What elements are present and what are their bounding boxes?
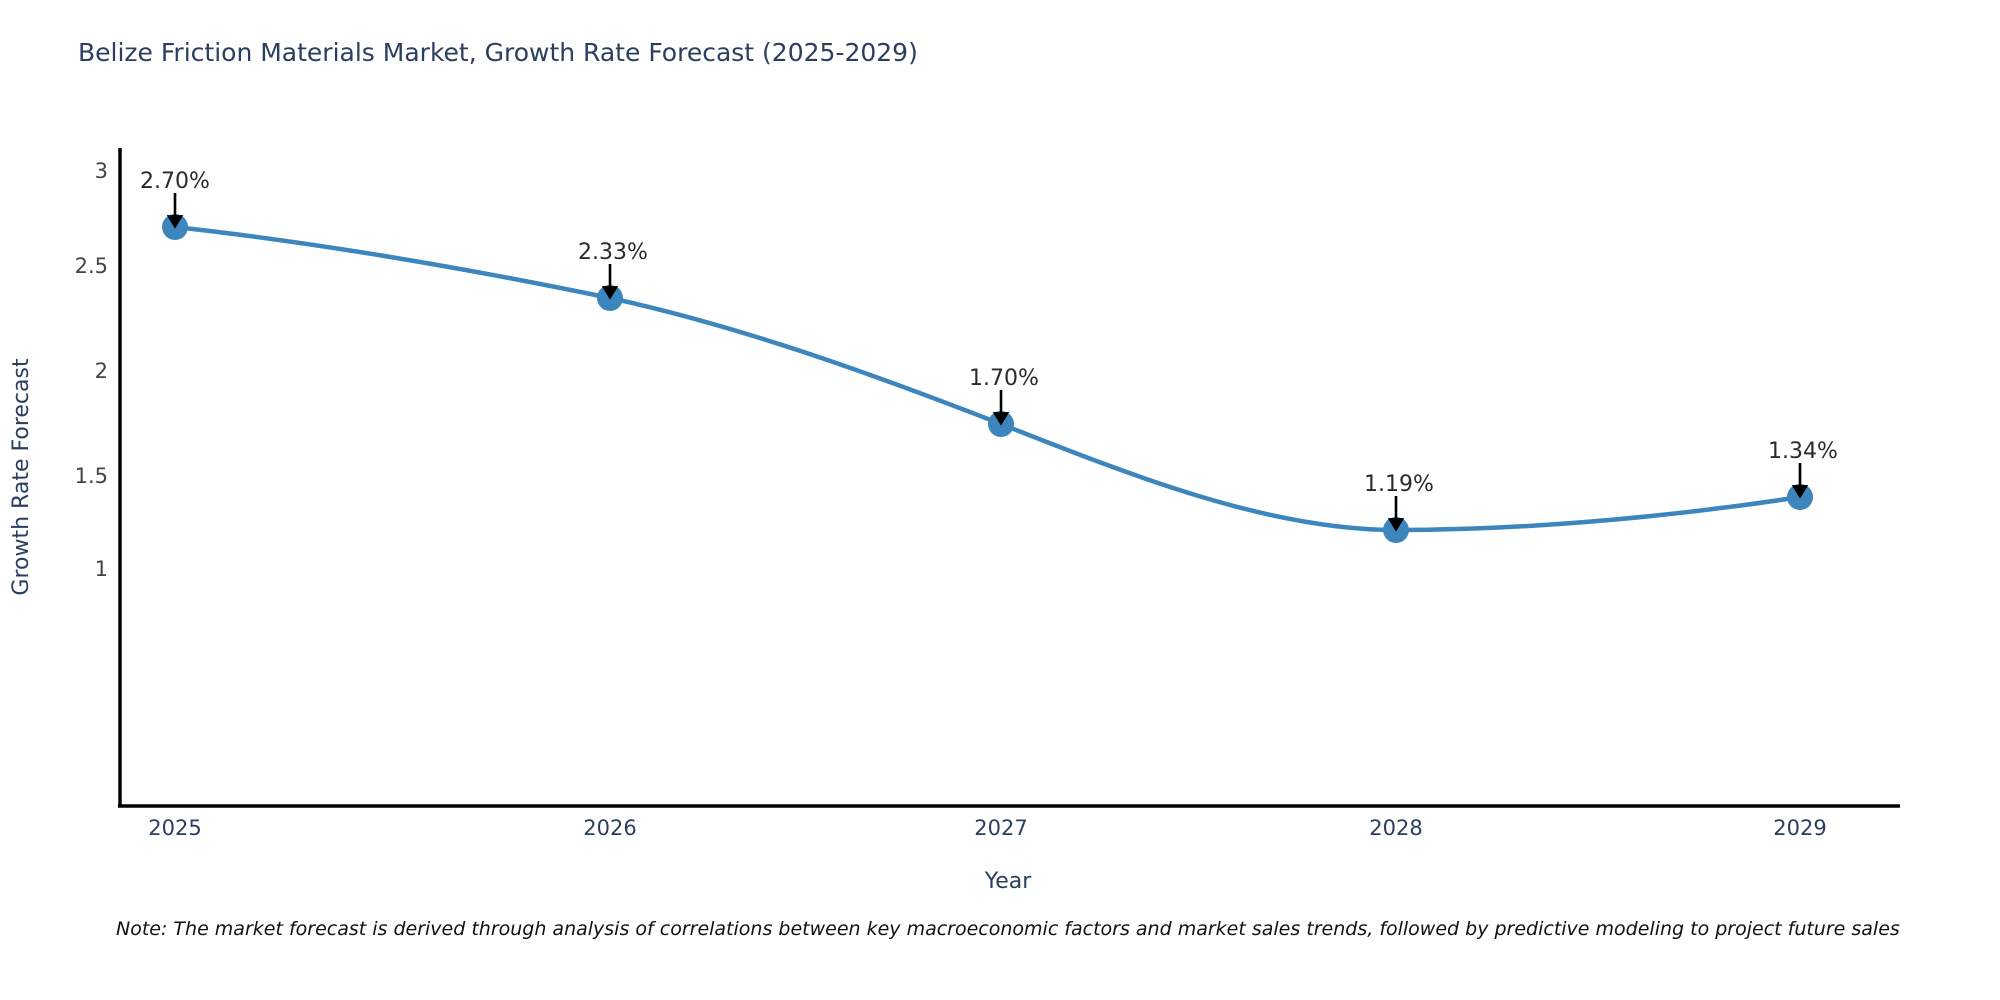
annotation-label-2028: 1.19% — [1364, 472, 1434, 497]
x-axis-tick-labels: 2025 2026 2027 2028 2029 — [148, 816, 1826, 840]
x-tick-label-2027: 2027 — [974, 816, 1027, 840]
y-tick-label-1: 1 — [95, 557, 108, 581]
y-tick-label-1p5: 1.5 — [75, 464, 108, 488]
y-tick-label-2p5: 2.5 — [75, 254, 108, 278]
annotation-value-labels: 2.70% 2.33% 1.70% 1.19% 1.34% — [140, 169, 1838, 497]
annotation-arrows — [166, 193, 1809, 532]
chart-title: Belize Friction Materials Market, Growth… — [78, 38, 918, 67]
y-axis-title: Growth Rate Forecast — [9, 358, 34, 596]
annotation-label-2027: 1.70% — [969, 366, 1039, 391]
x-axis-title: Year — [984, 869, 1033, 894]
annotation-label-2026: 2.33% — [578, 240, 648, 265]
y-tick-label-3: 3 — [95, 159, 108, 183]
x-tick-label-2025: 2025 — [148, 816, 201, 840]
x-tick-label-2029: 2029 — [1773, 816, 1826, 840]
annotation-label-2029: 1.34% — [1768, 439, 1838, 464]
y-tick-label-2: 2 — [95, 359, 108, 383]
y-axis-tick-labels: 3 2.5 2 1.5 1 — [75, 159, 108, 581]
x-tick-label-2026: 2026 — [583, 816, 636, 840]
x-tick-label-2028: 2028 — [1369, 816, 1422, 840]
annotation-label-2025: 2.70% — [140, 169, 210, 194]
chart-footnote: Note: The market forecast is derived thr… — [116, 918, 1900, 940]
